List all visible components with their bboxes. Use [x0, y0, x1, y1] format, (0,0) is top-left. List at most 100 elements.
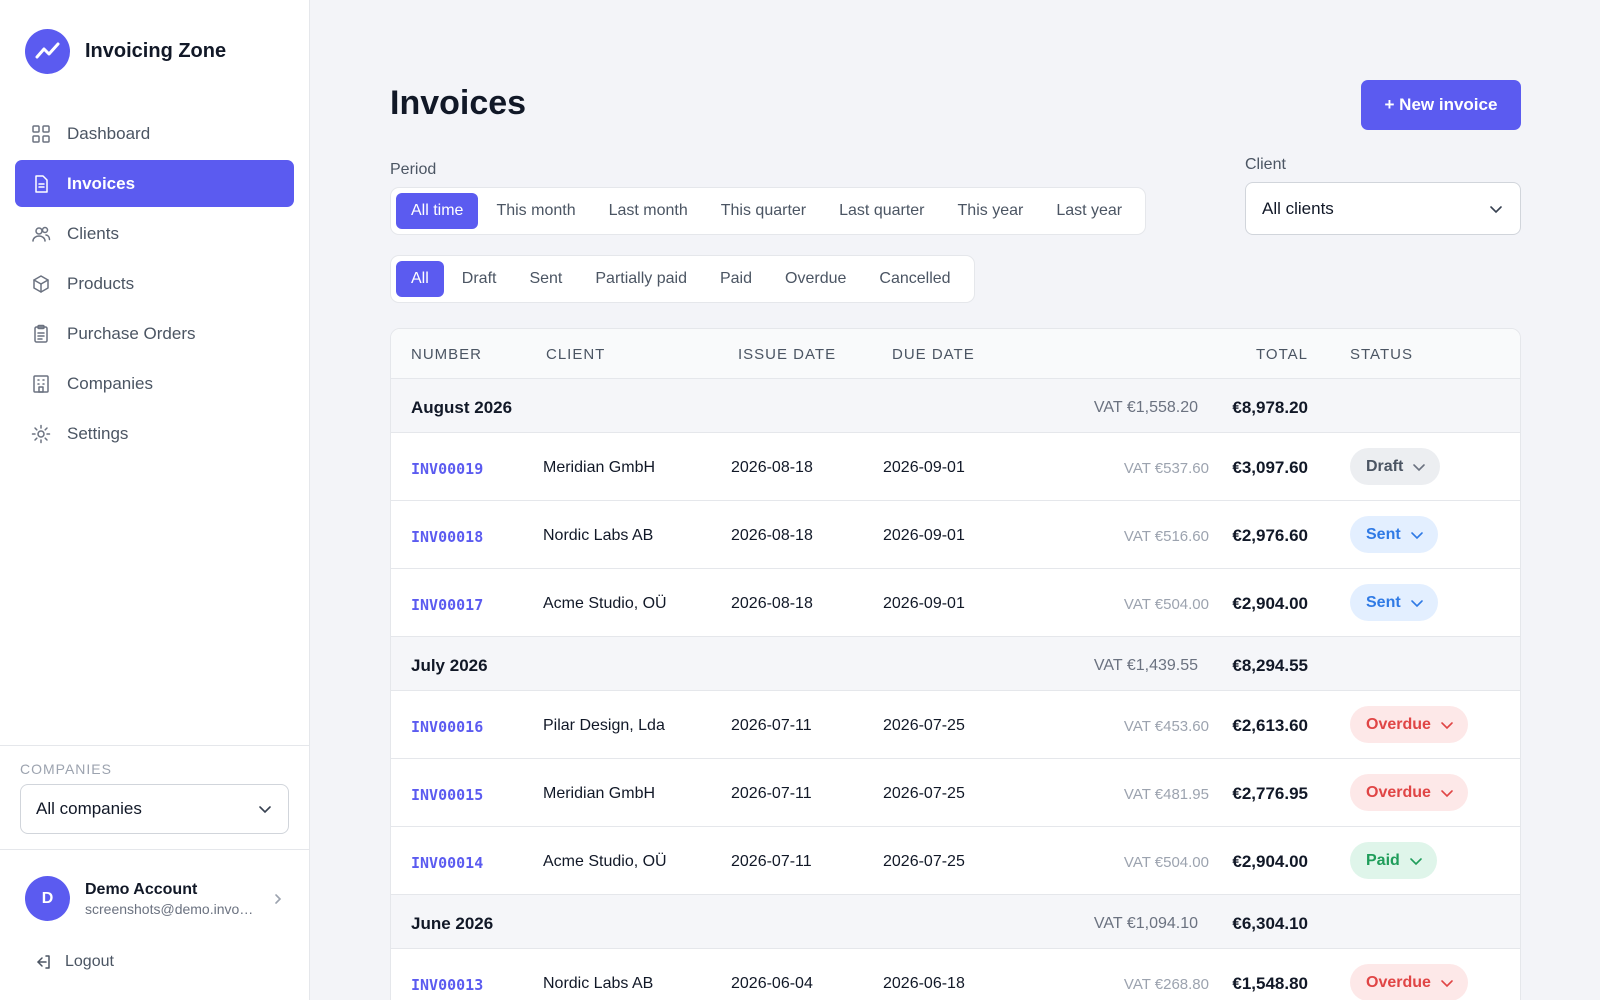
client-cell: Acme Studio, OÜ	[543, 853, 667, 870]
issue-date-cell: 2026-08-18	[731, 595, 813, 612]
total-cell: €2,776.95	[1232, 784, 1308, 803]
table-row[interactable]: INV00015 Meridian GmbH 2026-07-11 2026-07-2…	[391, 759, 1520, 827]
status-label: Overdue	[1366, 715, 1431, 733]
status-tab-overdue[interactable]: Overdue	[785, 270, 847, 287]
period-tab-this-month[interactable]: This month	[496, 202, 576, 219]
status-label: Draft	[1366, 457, 1404, 475]
total-cell: €1,548.80	[1232, 974, 1308, 993]
status-dropdown[interactable]: Sent	[1350, 516, 1438, 553]
status-label: Sent	[1366, 525, 1401, 543]
status-dropdown[interactable]: Overdue	[1350, 964, 1468, 1000]
issue-date-cell: 2026-06-04	[731, 975, 813, 992]
account-name: Demo Account	[85, 880, 198, 898]
account-menu[interactable]: D Demo Account screenshots@demo.invoicin…	[25, 876, 285, 921]
period-tab-this-year[interactable]: This year	[957, 202, 1024, 219]
group-vat: VAT €1,558.20	[1093, 399, 1198, 416]
column-total[interactable]: TOTAL	[1256, 346, 1308, 363]
invoice-number-link[interactable]: INV00016	[411, 718, 484, 736]
sidebar-item-dashboard[interactable]: Dashboard	[15, 110, 294, 157]
period-tab-this-quarter[interactable]: This quarter	[720, 202, 807, 219]
table-header: NUMBER CLIENT ISSUE DATE DUE DATE TOTAL …	[391, 329, 1520, 379]
chevron-down-icon	[1441, 789, 1453, 797]
sidebar-item-invoices[interactable]: Invoices	[15, 160, 294, 207]
chart-trend-icon	[25, 29, 70, 74]
column-status: STATUS	[1350, 346, 1413, 363]
column-issue-date[interactable]: ISSUE DATE	[738, 346, 837, 363]
table-row[interactable]: INV00019 Meridian GmbH 2026-08-18 2026-09-0…	[391, 433, 1520, 501]
period-tab-last-month[interactable]: Last month	[608, 202, 688, 219]
client-select[interactable]: All clients	[1245, 182, 1521, 235]
box-icon	[31, 274, 51, 294]
client-cell: Pilar Design, Lda	[543, 717, 665, 734]
account-email: screenshots@demo.invoicing.zone	[85, 900, 255, 917]
sidebar-item-purchase-orders[interactable]: Purchase Orders	[15, 310, 294, 357]
table-row[interactable]: INV00018 Nordic Labs AB 2026-08-18 2026-09-…	[391, 501, 1520, 569]
status-filter: All Draft Sent Partially paid Paid Overdue Can…	[390, 255, 975, 303]
client-label: Client	[1245, 156, 1286, 173]
total-cell: €3,097.60	[1232, 458, 1308, 477]
period-tab-all-time[interactable]: All time	[396, 193, 479, 229]
due-date-cell: 2026-09-01	[883, 595, 965, 612]
sidebar-item-clients[interactable]: Clients	[15, 210, 294, 257]
invoices-table: NUMBER CLIENT ISSUE DATE DUE DATE TOTAL …	[390, 328, 1521, 1000]
chevron-down-icon	[1441, 979, 1453, 987]
vat-cell: VAT €537.60	[1123, 460, 1209, 477]
issue-date-cell: 2026-07-11	[731, 785, 812, 802]
column-client[interactable]: CLIENT	[546, 346, 606, 363]
invoice-number-link[interactable]: INV00014	[411, 854, 484, 872]
column-due-date[interactable]: DUE DATE	[892, 346, 975, 363]
invoice-number-link[interactable]: INV00019	[411, 460, 484, 478]
status-label: Sent	[1366, 593, 1401, 611]
invoice-number-link[interactable]: INV00017	[411, 596, 484, 614]
status-dropdown[interactable]: Overdue	[1350, 774, 1468, 811]
status-dropdown[interactable]: Paid	[1350, 842, 1437, 879]
grid-icon	[31, 124, 51, 144]
logout-label: Logout	[65, 953, 114, 970]
due-date-cell: 2026-07-25	[883, 853, 965, 870]
divider	[0, 849, 310, 850]
table-row[interactable]: INV00013 Nordic Labs AB 2026-06-04 2026-06-…	[391, 949, 1520, 1000]
period-tab-last-year[interactable]: Last year	[1056, 202, 1123, 219]
status-tab-draft[interactable]: Draft	[461, 270, 497, 287]
issue-date-cell: 2026-07-11	[731, 717, 812, 734]
new-invoice-button[interactable]: + New invoice	[1361, 80, 1521, 130]
invoice-number-link[interactable]: INV00015	[411, 786, 484, 804]
sidebar-item-products[interactable]: Products	[15, 260, 294, 307]
client-cell: Acme Studio, OÜ	[543, 595, 667, 612]
group-month: August 2026	[411, 398, 513, 417]
sidebar-item-settings[interactable]: Settings	[15, 410, 294, 457]
due-date-cell: 2026-07-25	[883, 785, 965, 802]
client-cell: Nordic Labs AB	[543, 975, 654, 992]
status-dropdown[interactable]: Sent	[1350, 584, 1438, 621]
invoice-number-link[interactable]: INV00018	[411, 528, 484, 546]
status-tab-all[interactable]: All	[396, 261, 444, 297]
total-cell: €2,976.60	[1232, 526, 1308, 545]
logout-button[interactable]: Logout	[35, 953, 114, 971]
table-row[interactable]: INV00014 Acme Studio, OÜ 2026-07-11 2026-07…	[391, 827, 1520, 895]
table-body: August 2026 VAT €1,558.20 €8,978.20 INV0001…	[391, 379, 1520, 1000]
building-icon	[31, 374, 51, 394]
period-label: Period	[390, 161, 437, 178]
due-date-cell: 2026-06-18	[883, 975, 965, 992]
column-number[interactable]: NUMBER	[411, 346, 483, 363]
period-tab-last-quarter[interactable]: Last quarter	[839, 202, 925, 219]
month-group-row: July 2026 VAT €1,439.55 €8,294.55	[391, 637, 1520, 691]
due-date-cell: 2026-07-25	[883, 717, 965, 734]
status-tab-sent[interactable]: Sent	[529, 270, 563, 287]
companies-select[interactable]: All companies	[20, 784, 289, 834]
table-row[interactable]: INV00017 Acme Studio, OÜ 2026-08-18 2026-09…	[391, 569, 1520, 637]
status-dropdown[interactable]: Draft	[1350, 448, 1441, 485]
client-cell: Nordic Labs AB	[543, 527, 654, 544]
status-dropdown[interactable]: Overdue	[1350, 706, 1468, 743]
status-tab-partially-paid[interactable]: Partially paid	[595, 270, 687, 287]
brand[interactable]: Invoicing Zone	[25, 29, 226, 74]
sidebar-item-companies[interactable]: Companies	[15, 360, 294, 407]
status-tab-paid[interactable]: Paid	[719, 270, 753, 287]
page-title: Invoices	[390, 84, 527, 122]
sun-gear-icon	[31, 424, 51, 444]
sidebar-nav: Dashboard Invoices Clients Products Purchase…	[15, 110, 294, 460]
status-tab-cancelled[interactable]: Cancelled	[879, 270, 951, 287]
total-cell: €2,904.00	[1232, 594, 1308, 613]
invoice-number-link[interactable]: INV00013	[411, 976, 484, 994]
table-row[interactable]: INV00016 Pilar Design, Lda 2026-07-11 2026-…	[391, 691, 1520, 759]
